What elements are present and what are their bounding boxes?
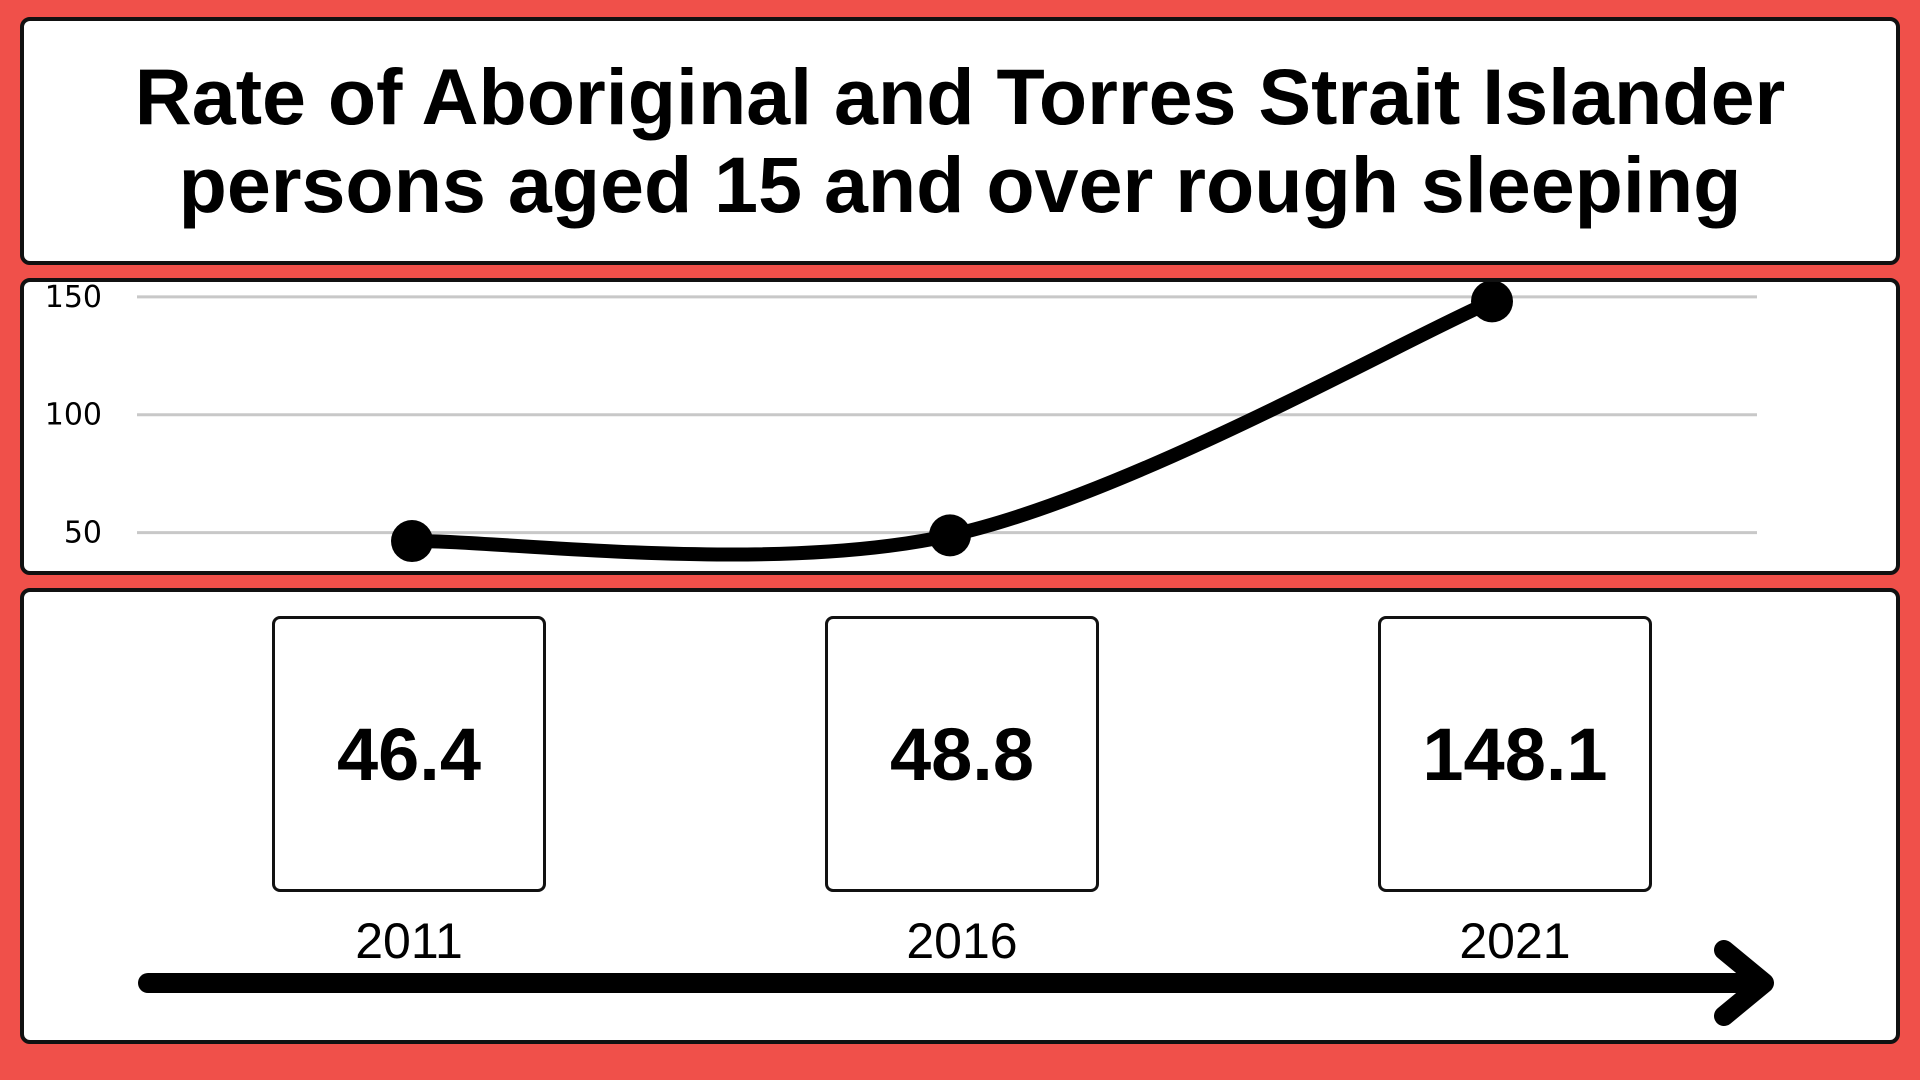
year-label-2021: 2021 <box>1459 913 1571 969</box>
chart-title-line-1: Rate of Aboriginal and Torres Strait Isl… <box>134 52 1786 141</box>
data-point-2021 <box>1471 282 1513 323</box>
year-label-2016: 2016 <box>906 913 1018 969</box>
chart-title: Rate of Aboriginal and Torres Strait Isl… <box>135 53 1786 229</box>
chart-title-line-2: persons aged 15 and over rough sleeping <box>178 140 1742 229</box>
data-point-2016 <box>929 514 971 557</box>
chart-panel: 150 100 50 <box>20 278 1900 575</box>
value-card-2011: 46.4 <box>272 616 546 892</box>
values-panel: 46.4 48.8 148.1 2011 2016 2021 <box>20 588 1900 1044</box>
data-point-2011 <box>391 520 433 563</box>
timeline-arrow-head <box>1714 940 1774 1026</box>
y-tick-label-100: 100 <box>45 398 102 433</box>
y-tick-label-150: 150 <box>45 280 102 315</box>
value-card-2021: 148.1 <box>1378 616 1652 892</box>
year-label-2011: 2011 <box>355 913 463 969</box>
y-tick-label-50: 50 <box>64 516 102 551</box>
line-chart: 150 100 50 <box>45 280 1757 563</box>
title-panel: Rate of Aboriginal and Torres Strait Isl… <box>20 17 1900 265</box>
value-card-2016: 48.8 <box>825 616 1099 892</box>
timeline-arrow <box>138 940 1774 1026</box>
